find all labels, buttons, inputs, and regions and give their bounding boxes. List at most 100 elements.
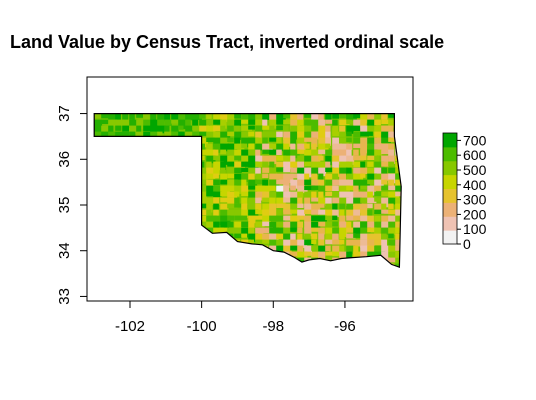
tract-cell	[185, 239, 191, 246]
tract-cell	[122, 149, 129, 158]
tract-cell	[220, 263, 230, 268]
tract-cell	[290, 215, 300, 222]
tract-cell	[94, 263, 105, 268]
tract-cell	[129, 191, 138, 201]
tract-cell	[283, 191, 291, 200]
tract-cell	[171, 239, 181, 250]
tract-cell	[241, 215, 247, 221]
tract-cell	[248, 167, 259, 174]
tract-cell	[115, 191, 121, 202]
colorbar-frame	[442, 132, 458, 245]
tract-cell	[276, 257, 286, 268]
tract-cell	[269, 149, 279, 155]
tract-cell	[234, 125, 240, 134]
tract-cell	[402, 162, 408, 171]
tract-cell	[129, 113, 135, 122]
tract-cell	[178, 239, 189, 246]
tract-cell	[353, 149, 359, 156]
tract-cell	[206, 113, 212, 119]
tract-cell	[339, 245, 345, 252]
tract-cell	[192, 173, 200, 181]
tract-cell	[381, 209, 390, 214]
tract-cell	[234, 215, 243, 221]
tract-cell	[304, 137, 314, 142]
tract-cell	[367, 215, 374, 226]
tract-cell	[164, 113, 171, 120]
tract-cell	[171, 233, 179, 241]
tract-cell	[227, 191, 238, 198]
tract-cell	[374, 215, 381, 224]
tract-cell	[248, 227, 254, 235]
tract-cell	[94, 251, 105, 257]
tract-cell	[234, 191, 240, 197]
tract-cell	[115, 263, 124, 268]
tract-cell	[353, 227, 361, 236]
tract-cell	[234, 233, 242, 239]
colorbar-label: 0	[463, 236, 471, 252]
tract-cell	[353, 143, 362, 149]
tract-cell	[395, 161, 402, 169]
tract-cell	[283, 131, 294, 140]
tract-cell	[248, 155, 256, 164]
tract-cell	[290, 263, 297, 268]
tract-cell	[255, 215, 265, 220]
tract-cell	[94, 203, 100, 212]
tract-cell	[185, 191, 191, 200]
tract-cell	[157, 149, 168, 156]
tract-cell	[150, 233, 157, 241]
tract-cell	[157, 209, 165, 218]
tract-cell	[115, 245, 125, 253]
tract-cell	[283, 137, 291, 147]
tract-cell	[325, 161, 331, 172]
tract-cell	[192, 167, 199, 174]
tract-cell	[353, 113, 361, 118]
tract-cell	[108, 203, 115, 210]
tract-cell	[241, 221, 250, 228]
tract-cell	[402, 150, 411, 157]
tract-cell	[381, 119, 390, 124]
tract-cell	[227, 185, 237, 192]
tract-cell	[157, 161, 166, 167]
tract-cell	[360, 173, 366, 178]
tract-cell	[213, 125, 224, 132]
tract-cell	[213, 173, 219, 179]
tract-cell	[388, 245, 399, 253]
tract-cell	[283, 167, 290, 173]
tract-cell	[248, 179, 258, 186]
tract-cell	[115, 131, 124, 136]
tract-cell	[297, 173, 309, 181]
tract-cell	[136, 227, 143, 234]
tract-cell	[402, 198, 409, 207]
tract-cell	[129, 185, 140, 193]
tract-cell	[199, 131, 207, 136]
tract-cell	[199, 251, 209, 257]
tract-cell	[332, 155, 341, 164]
tract-cell	[164, 227, 174, 233]
tract-cell	[283, 161, 293, 170]
tract-cell	[395, 203, 401, 214]
tract-cell	[255, 185, 265, 194]
tract-cell	[395, 221, 402, 230]
tract-cell	[122, 197, 129, 204]
tract-cell	[388, 143, 395, 151]
tract-cell	[164, 155, 175, 163]
tract-cell	[101, 131, 111, 137]
tract-cell	[395, 239, 402, 249]
tract-cell	[234, 227, 244, 235]
tract-cell	[248, 215, 256, 224]
tract-cell	[185, 227, 196, 235]
tract-cell	[150, 227, 161, 233]
tract-cell	[143, 221, 151, 230]
tract-cell	[178, 251, 185, 261]
tract-cell	[178, 143, 186, 149]
tract-cell	[339, 161, 350, 172]
tract-cell	[143, 131, 154, 137]
tract-cell	[381, 191, 390, 197]
tract-cell	[178, 209, 185, 220]
tract-cell	[374, 263, 384, 268]
y-tick-label: 35	[56, 197, 73, 214]
tract-cell	[143, 179, 154, 189]
tract-cell	[402, 168, 408, 178]
tract-cell	[129, 215, 140, 223]
tract-cell	[402, 240, 412, 249]
